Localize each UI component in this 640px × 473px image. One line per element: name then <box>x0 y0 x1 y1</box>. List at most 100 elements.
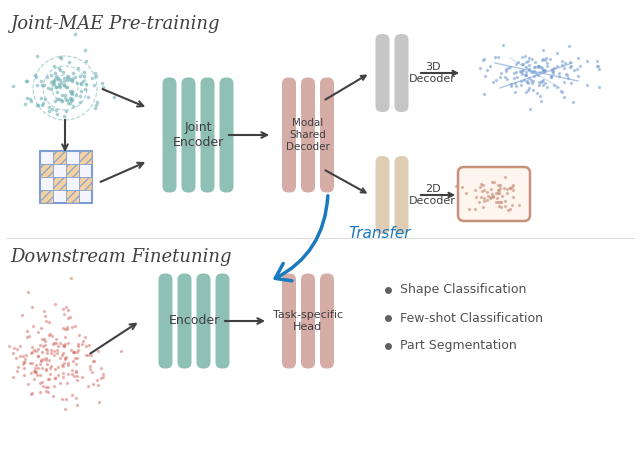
Point <box>75 72 85 80</box>
Point <box>500 65 511 73</box>
Point <box>44 104 54 111</box>
Point <box>502 189 513 197</box>
Point <box>64 75 74 83</box>
Point <box>36 364 47 372</box>
Point <box>532 62 543 70</box>
Point <box>573 72 584 80</box>
Point <box>67 391 77 399</box>
Bar <box>66 151 79 164</box>
Point <box>35 360 45 368</box>
Point <box>58 373 68 381</box>
Point <box>60 355 70 362</box>
Point <box>524 85 534 92</box>
Point <box>489 179 499 186</box>
Point <box>536 97 546 105</box>
Point <box>559 94 569 101</box>
Point <box>515 67 525 74</box>
Point <box>510 88 520 96</box>
Point <box>20 100 30 108</box>
Point <box>505 184 515 192</box>
Point <box>78 77 88 85</box>
Point <box>520 71 530 79</box>
Point <box>74 340 84 348</box>
Point <box>96 374 106 381</box>
Point <box>57 97 67 105</box>
Point <box>541 54 552 62</box>
Bar <box>66 190 79 203</box>
Point <box>51 73 61 80</box>
Point <box>35 94 45 102</box>
Point <box>31 361 42 369</box>
Point <box>81 342 91 350</box>
Point <box>531 69 541 77</box>
Point <box>67 324 77 331</box>
Point <box>539 67 549 74</box>
Point <box>528 77 538 85</box>
Point <box>30 364 40 371</box>
Point <box>62 73 72 81</box>
FancyBboxPatch shape <box>40 151 92 203</box>
Point <box>70 30 81 38</box>
Bar <box>40 177 53 190</box>
Point <box>509 79 520 87</box>
Point <box>22 289 33 296</box>
Point <box>89 357 99 364</box>
Point <box>67 76 77 84</box>
Point <box>538 67 548 75</box>
Point <box>60 91 70 98</box>
Point <box>474 198 484 205</box>
Point <box>36 78 46 85</box>
Point <box>58 324 68 332</box>
Point <box>70 323 80 330</box>
Point <box>33 328 43 335</box>
Point <box>77 373 88 380</box>
Point <box>63 359 73 367</box>
Point <box>524 54 534 61</box>
Point <box>49 365 60 373</box>
FancyBboxPatch shape <box>376 34 390 112</box>
Point <box>83 341 93 349</box>
Point <box>490 198 500 205</box>
Point <box>28 323 38 330</box>
Point <box>48 77 58 85</box>
Point <box>35 357 45 365</box>
Point <box>88 357 98 365</box>
Point <box>44 318 54 326</box>
Point <box>22 328 32 335</box>
Point <box>53 363 63 371</box>
Point <box>67 370 77 377</box>
Point <box>479 186 489 194</box>
Point <box>63 306 74 313</box>
Point <box>48 81 58 88</box>
Point <box>493 198 503 205</box>
Point <box>58 305 68 313</box>
Point <box>31 74 41 81</box>
Point <box>534 81 545 88</box>
Point <box>50 374 60 381</box>
Point <box>30 368 40 376</box>
Point <box>53 342 63 350</box>
Bar <box>53 164 66 177</box>
Point <box>81 58 92 65</box>
Point <box>58 350 68 357</box>
Point <box>516 81 526 89</box>
Point <box>520 53 530 60</box>
Point <box>42 73 52 80</box>
Point <box>528 87 538 94</box>
Point <box>482 196 492 203</box>
Point <box>8 82 18 89</box>
Point <box>564 43 574 50</box>
Point <box>592 62 602 70</box>
Point <box>492 194 502 201</box>
Point <box>563 74 573 82</box>
Point <box>47 105 57 113</box>
Point <box>41 383 51 390</box>
Point <box>26 369 36 377</box>
Point <box>36 82 47 89</box>
Point <box>476 184 486 191</box>
Point <box>43 383 53 390</box>
Point <box>49 340 59 347</box>
FancyBboxPatch shape <box>159 273 173 368</box>
Point <box>91 72 101 80</box>
Point <box>535 93 545 100</box>
